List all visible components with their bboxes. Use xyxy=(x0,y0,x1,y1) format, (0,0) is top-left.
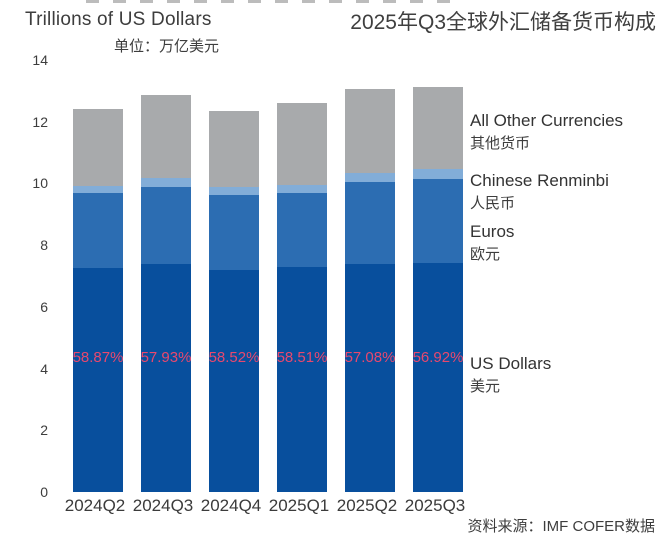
legend-label-zh: 其他货币 xyxy=(470,135,531,152)
y-axis-tick-label: 8 xyxy=(40,237,48,254)
x-axis-tick-label: 2024Q3 xyxy=(132,496,194,515)
legend-label-zh: 欧元 xyxy=(470,246,501,263)
bar-segment-chinese-renminbi-2024Q3 xyxy=(141,177,191,187)
x-axis-tick-label: 2025Q1 xyxy=(268,496,330,515)
legend-label-en: Chinese Renminbi xyxy=(470,171,609,190)
y-axis-tick-label: 10 xyxy=(32,175,48,192)
bar-segment-euros-2025Q2 xyxy=(345,181,395,264)
y-axis-unit-label: 单位：万亿美元 xyxy=(114,38,220,55)
bar-segment-us-dollars-2025Q3 xyxy=(413,262,463,492)
bar-segment-euros-2024Q4 xyxy=(209,195,259,271)
x-axis-tick-label: 2025Q3 xyxy=(404,496,466,515)
us-dollar-share-label: 58.52% xyxy=(208,349,260,366)
legend-label-zh: 人民币 xyxy=(470,195,516,212)
bar-segment-chinese-renminbi-2025Q2 xyxy=(345,173,395,182)
legend-label-en: Euros xyxy=(470,222,515,241)
y-axis-title: Trillions of US Dollars xyxy=(25,9,212,30)
bar-segment-chinese-renminbi-2025Q1 xyxy=(277,184,327,193)
bar-segment-all-other-currencies-2025Q2 xyxy=(345,89,395,174)
legend-item-all-other-currencies: All Other Currencies 其他货币 xyxy=(470,110,623,154)
source-note: 资料来源：IMF COFER数据 xyxy=(467,518,656,535)
bar-segment-euros-2025Q1 xyxy=(277,192,327,267)
bar-segment-us-dollars-2025Q1 xyxy=(277,266,327,492)
cropped-text-artifact xyxy=(86,0,458,3)
bar-segment-us-dollars-2024Q3 xyxy=(141,263,191,492)
bar-segment-chinese-renminbi-2024Q4 xyxy=(209,187,259,196)
x-axis-tick-label: 2025Q2 xyxy=(336,496,398,515)
us-dollar-share-label: 57.93% xyxy=(140,349,192,366)
legend-label-en: All Other Currencies xyxy=(470,111,624,130)
y-axis-tick-label: 4 xyxy=(40,360,48,377)
bar-segment-all-other-currencies-2024Q4 xyxy=(209,110,259,188)
bar-segment-us-dollars-2024Q4 xyxy=(209,270,259,492)
y-axis-tick-label: 2 xyxy=(40,422,48,439)
legend-label-zh: 美元 xyxy=(470,378,501,395)
y-axis-tick-label: 6 xyxy=(40,298,48,315)
bar-segment-us-dollars-2025Q2 xyxy=(345,263,395,492)
x-axis-tick-label: 2024Q2 xyxy=(64,496,126,515)
bar-segment-us-dollars-2024Q2 xyxy=(73,268,123,492)
us-dollar-share-label: 58.87% xyxy=(72,349,124,366)
us-dollar-share-label: 57.08% xyxy=(344,349,396,366)
us-dollar-share-label: 58.51% xyxy=(276,349,328,366)
y-axis-tick-label: 0 xyxy=(40,484,48,500)
chart-title: 2025年Q3全球外汇储备货币构成 xyxy=(350,11,656,34)
bar-segment-all-other-currencies-2024Q3 xyxy=(141,95,191,178)
us-dollar-share-label: 56.92% xyxy=(412,349,464,366)
bar-segment-euros-2025Q3 xyxy=(413,179,463,263)
legend-item-chinese-renminbi: Chinese Renminbi 人民币 xyxy=(470,170,609,214)
bar-segment-all-other-currencies-2024Q2 xyxy=(73,109,123,186)
bar-segment-chinese-renminbi-2025Q3 xyxy=(413,169,463,180)
bar-segment-all-other-currencies-2025Q3 xyxy=(413,87,463,170)
bar-segment-euros-2024Q3 xyxy=(141,186,191,264)
y-axis-tick-label: 14 xyxy=(32,52,48,68)
bar-segment-euros-2024Q2 xyxy=(73,193,123,269)
legend-label-en: US Dollars xyxy=(470,354,552,373)
x-axis-tick-label: 2024Q4 xyxy=(200,496,262,515)
legend-item-us-dollars: US Dollars 美元 xyxy=(470,353,551,397)
bar-segment-chinese-renminbi-2024Q2 xyxy=(73,185,123,194)
bar-segment-all-other-currencies-2025Q1 xyxy=(277,103,327,185)
legend-item-euros: Euros 欧元 xyxy=(470,221,514,265)
y-axis-tick-label: 12 xyxy=(32,113,48,130)
